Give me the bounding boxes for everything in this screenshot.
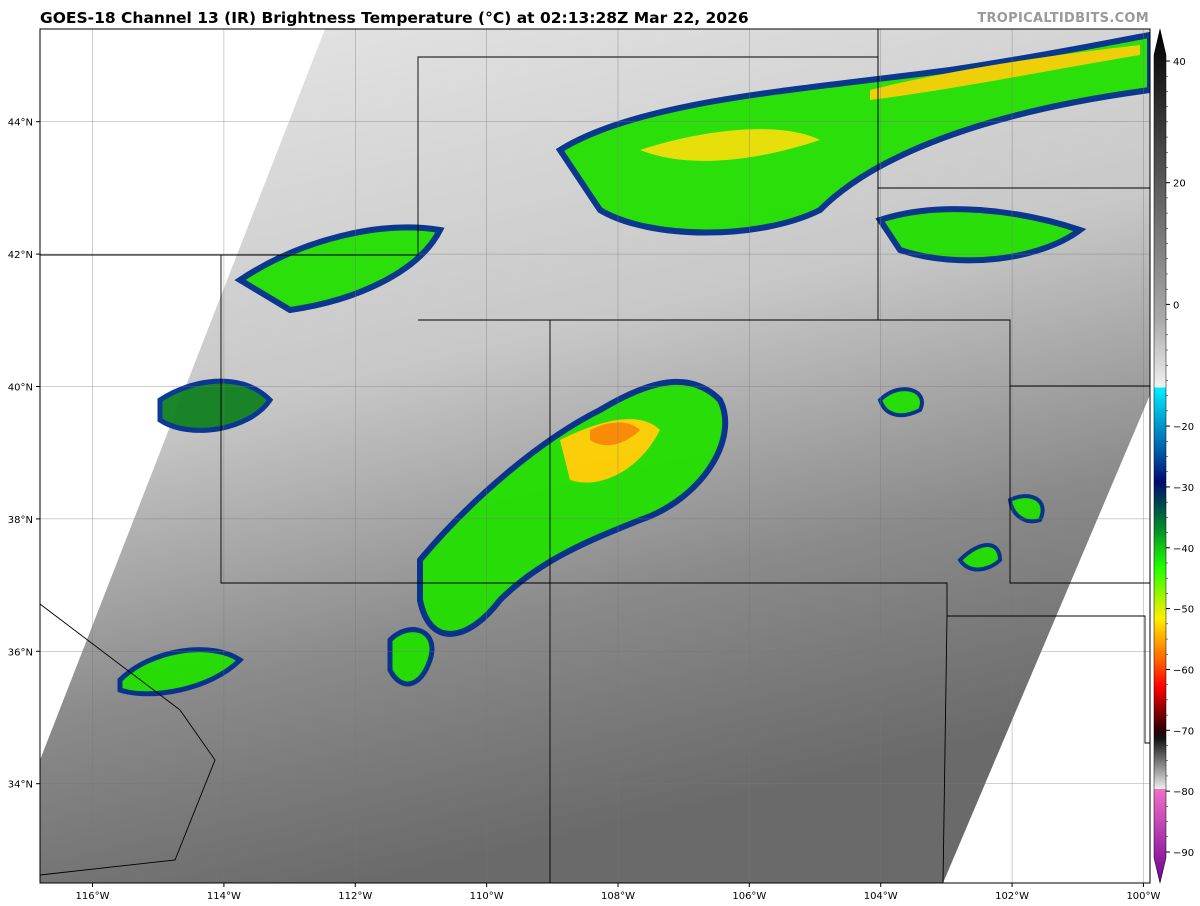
- colorbar-tick-label: −50: [1173, 605, 1194, 616]
- colorbar-ticks: 40 20 0 −20 −30 −40 −50 −60 −70 −80 −90: [1166, 57, 1194, 859]
- graticule: [40, 29, 1150, 883]
- lon-tick-label: 112°W: [338, 891, 372, 902]
- watermark: TROPICALTIDBITS.COM: [977, 11, 1149, 26]
- cloud-band-north: [555, 31, 1150, 236]
- cloud-band-west: [234, 224, 445, 314]
- lon-tick-label: 110°W: [470, 891, 504, 902]
- map-title: GOES-18 Channel 13 (IR) Brightness Tempe…: [40, 9, 749, 27]
- colorbar-tick-label: −80: [1173, 787, 1194, 798]
- colorbar: 40 20 0 −20 −30 −40 −50 −60 −70 −80 −90: [1153, 28, 1194, 884]
- colorbar-tick-label: −30: [1173, 483, 1194, 494]
- lon-tick-label: 106°W: [732, 891, 766, 902]
- colorbar-tick-label: −20: [1173, 422, 1194, 433]
- colorbar-tick-label: 0: [1173, 300, 1179, 311]
- colorbar-tick-label: 20: [1173, 179, 1186, 190]
- colorbar-tick-label: −60: [1173, 665, 1194, 676]
- colorbar-tick-label: 40: [1173, 57, 1186, 68]
- longitude-ticks: 116°W 114°W 112°W 110°W 108°W 106°W 104°W 102°W…: [76, 883, 1161, 902]
- colorbar-tick-label: −90: [1173, 848, 1194, 859]
- map-frame: [39, 28, 1151, 884]
- state-borders: [40, 29, 1150, 883]
- latitude-ticks: 44°N 42°N 40°N 38°N 36°N 34°N: [8, 118, 40, 791]
- lon-tick-label: 108°W: [601, 891, 635, 902]
- lon-tick-label: 116°W: [76, 891, 110, 902]
- colorbar-tick-label: −70: [1173, 726, 1194, 737]
- cloud-features: [117, 31, 1150, 697]
- lon-tick-label: 102°W: [995, 891, 1029, 902]
- colorbar-bar: [1153, 28, 1167, 884]
- lat-tick-label: 38°N: [8, 515, 33, 526]
- lat-tick-label: 34°N: [8, 780, 33, 791]
- colorbar-tick-label: −40: [1173, 544, 1194, 555]
- lon-tick-label: 100°W: [1126, 891, 1160, 902]
- lat-tick-label: 40°N: [8, 382, 33, 393]
- lat-tick-label: 42°N: [8, 250, 33, 261]
- lat-tick-label: 36°N: [8, 647, 33, 658]
- lat-tick-label: 44°N: [8, 118, 33, 129]
- lon-tick-label: 104°W: [864, 891, 898, 902]
- lon-tick-label: 114°W: [207, 891, 241, 902]
